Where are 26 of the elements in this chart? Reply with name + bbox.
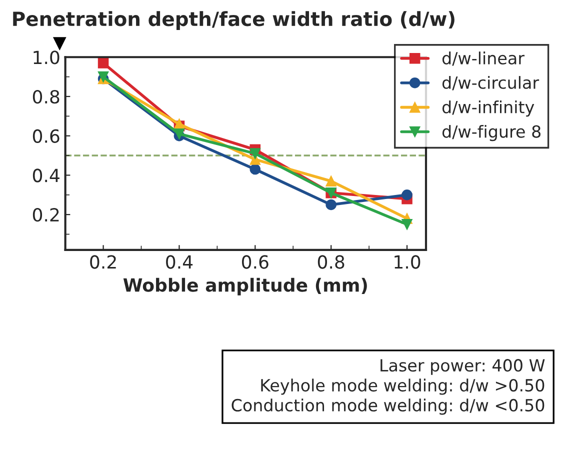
x-tick-label: 0.6 (242, 255, 268, 269)
x-tick-label: 1.0 (394, 255, 420, 269)
chart-title: Penetration depth/face width ratio (d/w) (13, 11, 454, 30)
x-axis-title: Wobble amplitude (mm) (123, 278, 367, 296)
y-tick-label: 1.0 (34, 50, 60, 64)
x-tick-label: 0.2 (90, 255, 116, 269)
point (250, 164, 261, 175)
point (402, 219, 412, 230)
point (326, 199, 336, 210)
point (326, 176, 336, 186)
y-tick-label: 0.8 (32, 90, 60, 104)
point (250, 148, 261, 159)
y-tick-label: 0.4 (32, 168, 60, 182)
text: Conduction mode welding: d/w <0.50 (232, 398, 544, 415)
legend-label: d/w-linear (442, 52, 525, 66)
point (98, 58, 109, 68)
legend-label: d/w-figure 8 (442, 124, 540, 142)
x-tick-label: 0.8 (318, 255, 344, 269)
legend-label: d/w-infinity (442, 100, 534, 117)
point (402, 189, 412, 200)
text: Laser power: 400 W (380, 359, 545, 375)
legend-label: d/w-circular (442, 76, 540, 90)
text: Keyhole mode welding: d/w >0.50 (261, 378, 544, 395)
x-tick-label: 0.4 (166, 255, 193, 269)
y-tick-label: 0.6 (32, 129, 60, 143)
y-tick-label: 0.2 (32, 208, 59, 222)
